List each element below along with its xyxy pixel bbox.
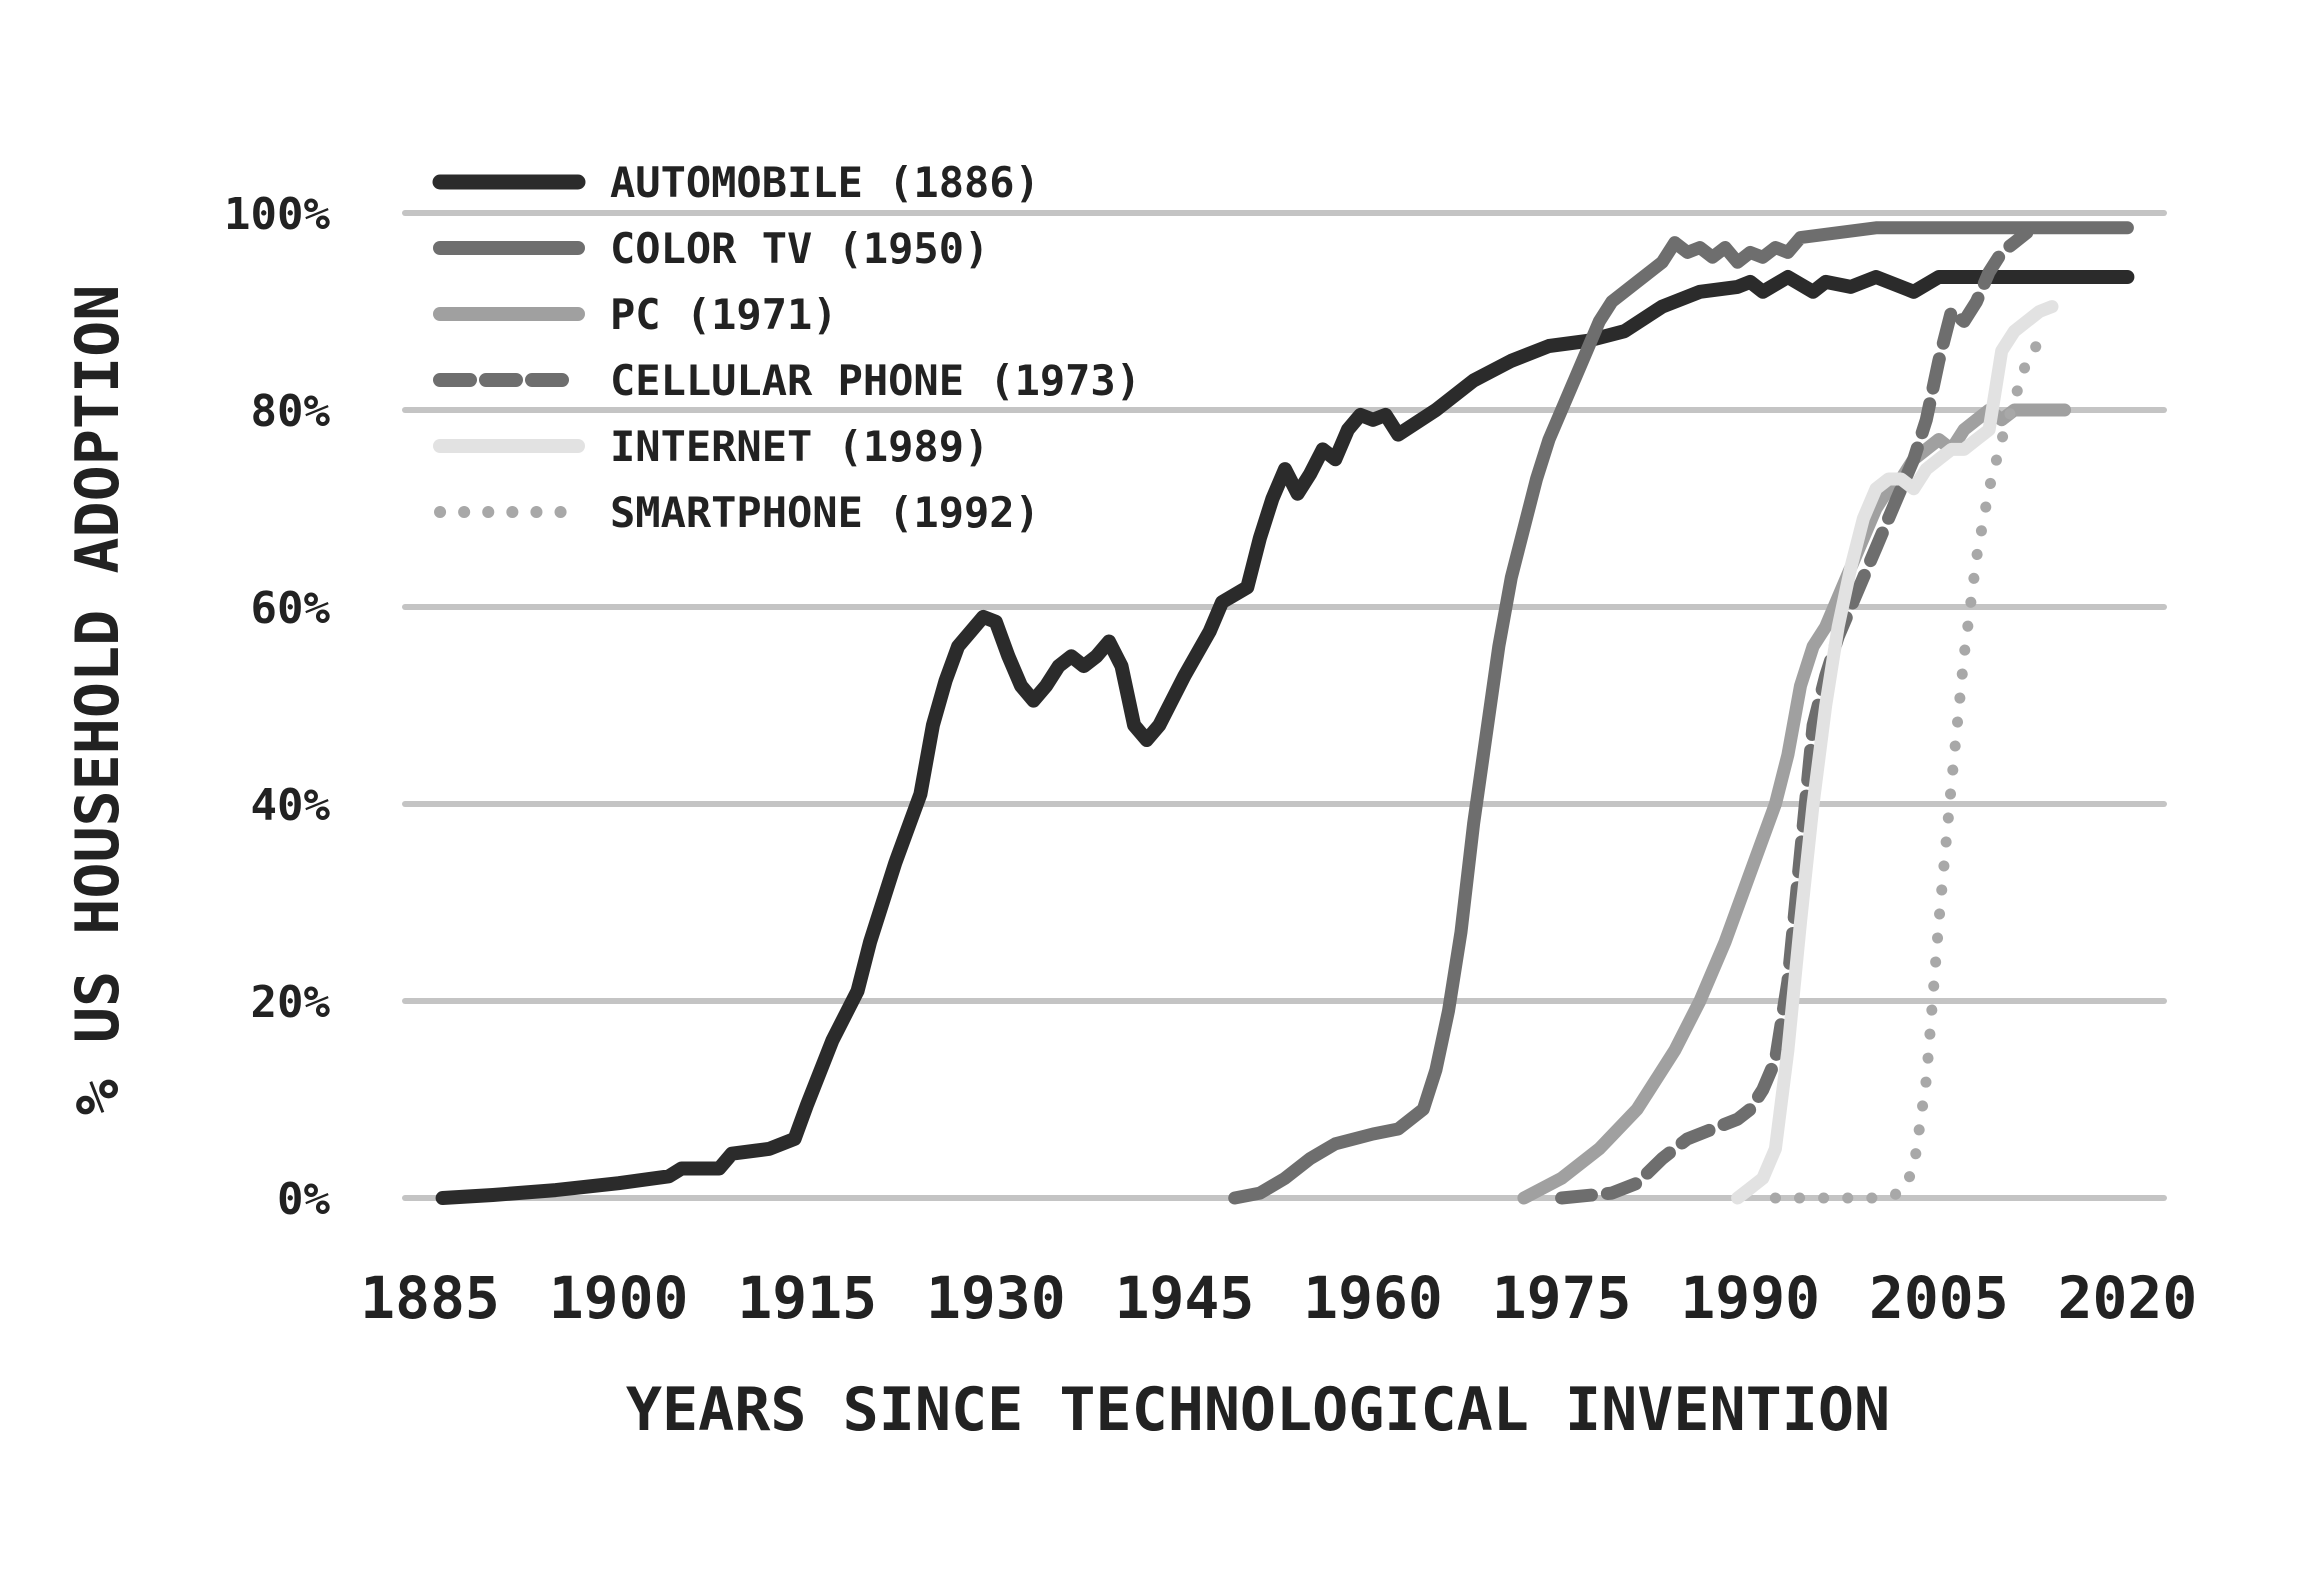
legend: AUTOMOBILE (1886) COLOR TV (1950) PC (1971…: [432, 158, 1141, 537]
series-line-4: [1731, 300, 2059, 1205]
x-tick-label: 1885: [360, 1264, 500, 1332]
series-line-1: [1228, 221, 2134, 1205]
legend-label-4: INTERNET (1989): [610, 422, 989, 471]
x-tick-label: 1975: [1492, 1264, 1632, 1332]
series-line-0: [435, 270, 2135, 1205]
y-tick-label: 40%: [251, 780, 331, 831]
y-tick-label: 100%: [224, 189, 330, 240]
y-axis-ticks: 0% 20% 40% 60% 80% 100%: [224, 189, 330, 1225]
legend-label-3: CELLULAR PHONE (1973): [610, 356, 1141, 405]
legend-label-5: SMARTPHONE (1992): [610, 488, 1040, 537]
y-tick-label: 80%: [251, 386, 331, 437]
x-tick-label: 1960: [1303, 1264, 1443, 1332]
x-tick-label: 2005: [1869, 1264, 2009, 1332]
legend-label-1: COLOR TV (1950): [610, 224, 989, 273]
series-lines: [435, 221, 2135, 1205]
y-tick-label: 20%: [251, 977, 331, 1028]
x-tick-label: 2020: [2058, 1264, 2198, 1332]
y-tick-label: 60%: [251, 583, 331, 634]
x-tick-label: 1990: [1680, 1264, 1820, 1332]
x-tick-label: 1900: [549, 1264, 689, 1332]
legend-label-0: AUTOMOBILE (1886): [610, 158, 1040, 207]
x-axis-ticks: 1885 1900 1915 1930 1945 1960 1975 1990 2005 2020: [360, 1264, 2197, 1332]
legend-label-2: PC (1971): [610, 290, 838, 339]
y-tick-label: 0%: [277, 1174, 330, 1225]
x-tick-label: 1930: [926, 1264, 1066, 1332]
y-axis-title: % US HOUSEHOLD ADOPTION: [63, 285, 133, 1116]
x-axis-title: YEARS SINCE TECHNOLOGICAL INVENTION: [626, 1375, 1890, 1445]
x-tick-label: 1915: [737, 1264, 877, 1332]
x-tick-label: 1945: [1115, 1264, 1255, 1332]
